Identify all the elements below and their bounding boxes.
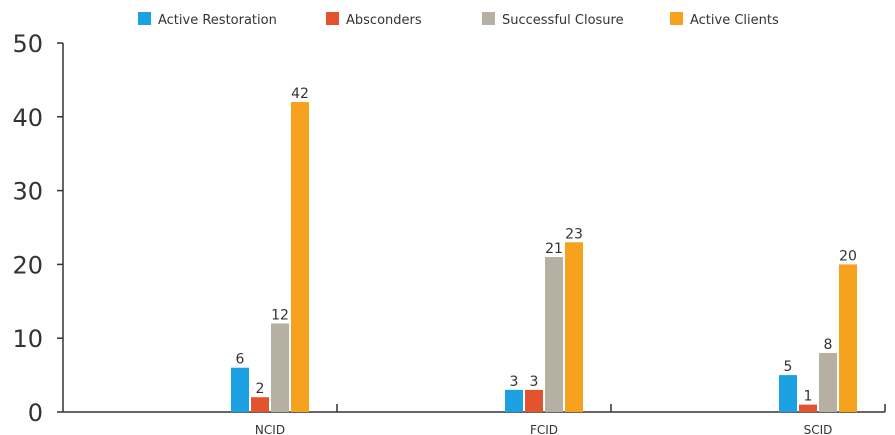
axes: 0 10 20 30 40 50 NCID FCID SCID <box>12 30 886 435</box>
bar <box>839 264 857 412</box>
bar <box>525 389 543 412</box>
legend-label: Successful Closure <box>502 13 624 28</box>
legend-swatch <box>326 12 339 25</box>
x-tick-label: NCID <box>255 423 285 435</box>
bar <box>819 352 837 412</box>
legend: Active Restoration Absconders Successful C… <box>138 12 779 28</box>
bar <box>505 389 523 412</box>
y-tick-label: 10 <box>12 325 43 353</box>
bar <box>231 367 249 412</box>
bar <box>271 323 289 412</box>
y-tick-label: 50 <box>12 30 43 58</box>
y-tick-label: 0 <box>28 399 43 427</box>
x-tick-label: FCID <box>530 423 558 435</box>
data-label: 6 <box>236 352 245 368</box>
legend-swatch <box>670 12 683 25</box>
legend-swatch <box>138 12 151 25</box>
legend-label: Active Clients <box>690 13 779 28</box>
data-label: 12 <box>271 307 289 323</box>
data-label: 3 <box>510 374 519 390</box>
bar <box>251 397 269 412</box>
data-label: 8 <box>824 337 833 353</box>
data-label: 20 <box>839 248 857 264</box>
bar <box>565 242 583 412</box>
bar <box>291 102 309 412</box>
y-tick-label: 20 <box>12 251 43 279</box>
data-label: 1 <box>804 389 813 405</box>
data-label: 21 <box>545 241 563 257</box>
data-label: 2 <box>256 381 265 397</box>
data-label: 3 <box>530 374 539 390</box>
data-label: 5 <box>784 359 793 375</box>
data-label: 42 <box>291 86 309 102</box>
data-label: 23 <box>565 226 583 242</box>
bar <box>799 404 817 412</box>
bars <box>231 102 857 412</box>
legend-label: Active Restoration <box>158 13 277 28</box>
y-tick-label: 40 <box>12 104 43 132</box>
bar <box>779 375 797 412</box>
x-tick-label: SCID <box>804 423 833 435</box>
bar <box>545 257 563 412</box>
legend-swatch <box>482 12 495 25</box>
legend-label: Absconders <box>346 13 422 28</box>
y-tick-label: 30 <box>12 178 43 206</box>
